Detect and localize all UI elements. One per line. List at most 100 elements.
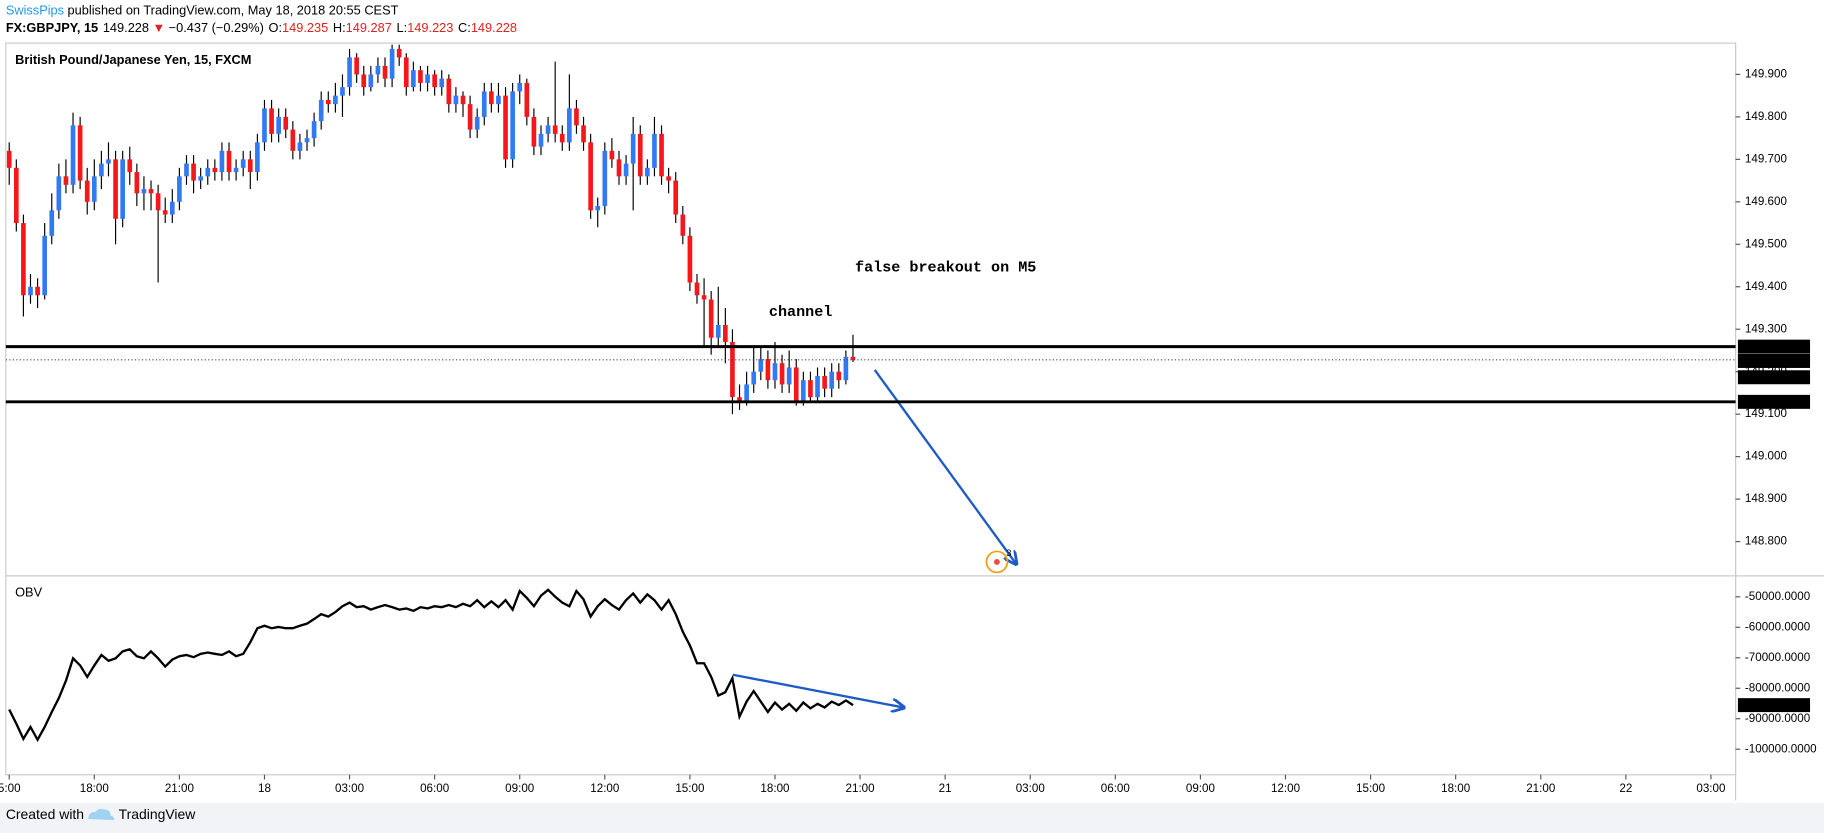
annotation: channel	[769, 303, 832, 321]
candle-body	[283, 116, 289, 130]
candle-body	[28, 286, 33, 296]
candle-body	[652, 133, 657, 168]
o-label: O:	[269, 21, 283, 36]
candle-body	[496, 95, 501, 105]
candle-body	[361, 74, 367, 88]
candle-body	[666, 176, 671, 181]
candle-body	[120, 159, 125, 219]
candle-body	[276, 116, 281, 134]
candle-body	[659, 133, 664, 177]
candle-body	[318, 99, 324, 122]
footer-brand[interactable]: TradingView	[119, 806, 197, 822]
footer-band	[0, 802, 1824, 833]
candle-body	[467, 104, 473, 130]
y-tick-label: 149.600	[1745, 195, 1788, 208]
candle-body	[524, 82, 530, 117]
l-value: 149.223	[407, 21, 453, 36]
x-tick-label: 5:00	[0, 782, 21, 795]
y-tick-label: -50000.0000	[1745, 590, 1811, 603]
candle-body	[134, 172, 140, 194]
candle-body	[744, 384, 749, 402]
candle-body	[446, 78, 452, 105]
marker-count: 3	[1006, 548, 1011, 558]
candle-body	[609, 150, 615, 160]
y-tick-label: 149.228	[1745, 354, 1788, 367]
candle-body	[474, 116, 480, 130]
candle-body	[255, 142, 260, 173]
candle-body	[205, 167, 211, 177]
candle-body	[340, 87, 345, 96]
obv-line	[8, 588, 854, 743]
candle-body	[198, 176, 203, 181]
y-tick-label: -60000.0000	[1745, 620, 1811, 633]
candle-body	[481, 91, 487, 117]
candle-body	[403, 57, 409, 88]
candle-body	[396, 48, 402, 58]
candle-body	[673, 180, 679, 215]
candle-body	[489, 91, 494, 105]
x-tick-label: 06:00	[1101, 782, 1131, 795]
y-tick-label: 149.100	[1745, 407, 1788, 420]
y-tick-label: -90000.0000	[1745, 712, 1811, 725]
candle-body	[219, 150, 225, 173]
candle-body	[113, 159, 118, 219]
candle-body	[531, 116, 537, 147]
candle-body	[354, 57, 359, 75]
marker-icon[interactable]	[985, 550, 1009, 574]
candle-body	[389, 48, 395, 79]
candle-body	[325, 99, 331, 105]
author[interactable]: SwissPips	[6, 3, 64, 18]
candle-body	[559, 133, 565, 143]
candle-body	[169, 201, 175, 215]
candle-body	[240, 159, 246, 168]
candle-body	[311, 121, 317, 139]
x-tick-label: 15:00	[675, 782, 705, 795]
y-tick-label: -85541.0000	[1745, 698, 1810, 711]
x-tick-label: 18	[258, 782, 271, 795]
candle-body	[191, 163, 196, 181]
x-tick-label: 03:00	[335, 782, 365, 795]
arrow-drawing	[732, 673, 903, 708]
candle-body	[56, 176, 62, 211]
o-value: 149.235	[282, 21, 328, 36]
candle-body	[84, 180, 90, 202]
candle-body	[35, 286, 40, 296]
y-tick-label: -100000.0000	[1745, 742, 1817, 755]
c-label: C:	[458, 21, 471, 36]
candle-body	[106, 159, 111, 164]
candle-body	[375, 65, 381, 75]
candle-body	[538, 133, 544, 147]
candle-body	[42, 235, 47, 296]
x-tick-label: 12:00	[1271, 782, 1301, 795]
candle-body	[616, 159, 622, 177]
x-tick-label: 03:00	[1696, 782, 1726, 795]
candle-body	[801, 380, 806, 402]
candle-body	[49, 210, 55, 236]
candle-body	[680, 214, 686, 236]
candle-body	[439, 78, 445, 88]
candle-body	[687, 235, 693, 283]
candle-body	[630, 133, 636, 164]
candle-body	[623, 163, 629, 177]
footer-created: Created with	[6, 806, 84, 822]
x-tick-label: 03:00	[1016, 782, 1046, 795]
candle-body	[737, 397, 742, 402]
candle-body	[141, 189, 147, 194]
x-tick-label: 21	[939, 782, 952, 795]
x-tick-label: 09:00	[1186, 782, 1216, 795]
h-value: 149.287	[346, 21, 392, 36]
y-tick-label: 148.800	[1745, 535, 1788, 548]
candle-body	[77, 125, 83, 181]
candle-body	[602, 150, 608, 207]
change: −0.437 (−0.29%)	[169, 21, 264, 36]
candle-body	[418, 70, 423, 83]
h-label: H:	[333, 21, 346, 36]
x-tick-label: 21:00	[165, 782, 195, 795]
candle-body	[552, 125, 558, 134]
candle-body	[304, 138, 310, 143]
candle-body	[751, 371, 757, 385]
candle-body	[425, 74, 430, 83]
candle-body	[545, 125, 551, 134]
